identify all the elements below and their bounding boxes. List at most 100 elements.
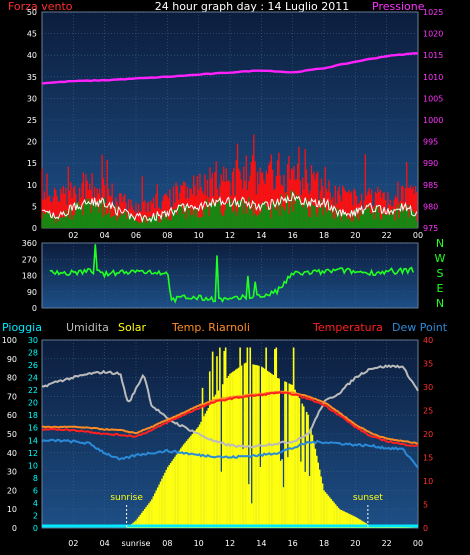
pressure-tick-label: 975 [423, 224, 438, 233]
wind-pressure-panel: 0510152025303540455097598098599099510001… [27, 8, 444, 240]
rain-tick-label: 6 [33, 486, 38, 495]
humidity-line [41, 364, 419, 449]
humidity-tick-label: 10 [7, 505, 17, 514]
wind-axis-label: Forza vento [8, 0, 73, 13]
x-tick-label: 04 [100, 539, 110, 548]
direction-tick-label: 90 [27, 288, 37, 297]
temperature-tick-label: 15 [423, 454, 433, 463]
x-tick-label: 04 [100, 231, 110, 240]
x-tick-label: 16 [288, 539, 298, 548]
rain-tick-label: 18 [28, 411, 38, 420]
pressure-tick-label: 1015 [423, 51, 443, 60]
x-tick-label: 14 [256, 231, 266, 240]
x-tick-label: 00 [413, 539, 423, 548]
wind-tick-label: 25 [27, 116, 37, 125]
humidity-tick-label: 50 [7, 430, 17, 439]
x-tick-label: 12 [225, 231, 235, 240]
pressure-axis-label: Pressione [372, 0, 425, 13]
direction-tick-label: 270 [22, 255, 37, 264]
pressure-tick-label: 1025 [423, 8, 443, 17]
rain-tick-label: 26 [28, 361, 38, 370]
pressure-tick-label: 1000 [423, 116, 443, 125]
x-tick-label: 10 [194, 539, 204, 548]
direction-tick-label: 0 [32, 304, 37, 313]
rain-tick-label: 20 [28, 399, 38, 408]
x-tick-label: 18 [319, 231, 329, 240]
wind-average-line [41, 191, 418, 224]
humidity-tick-label: 100 [2, 336, 17, 345]
x-tick-label: 10 [194, 231, 204, 240]
temperature-tick-label: 30 [423, 383, 433, 392]
rain-tick-label: 16 [28, 424, 38, 433]
humidity-tick-label: 20 [7, 486, 17, 495]
x-tick-label: 20 [350, 231, 360, 240]
legend-label: Temp. Riarnoli [171, 321, 250, 334]
legend-label: Solar [118, 321, 147, 334]
rain-tick-label: 10 [28, 461, 38, 470]
compass-letter: N [436, 237, 444, 250]
rain-tick-label: 14 [28, 436, 38, 445]
wind-tick-label: 20 [27, 138, 37, 147]
wind-direction-line [49, 244, 415, 304]
x-tick-label: 02 [68, 231, 78, 240]
direction-tick-label: 180 [22, 272, 37, 281]
x-tick-label: 12 [225, 539, 235, 548]
x-tick-label: 06 [131, 231, 141, 240]
x-tick-label: 20 [350, 539, 360, 548]
humidity-tick-label: 30 [7, 468, 17, 477]
x-tick-label: 08 [162, 231, 172, 240]
rain-tick-label: 22 [28, 386, 38, 395]
humidity-tick-label: 40 [7, 449, 17, 458]
dew-point-line [41, 438, 419, 469]
rain-tick-label: 12 [28, 449, 38, 458]
wind-tick-label: 10 [27, 181, 37, 190]
wind-tick-label: 0 [32, 224, 37, 233]
temperature-tick-label: 35 [423, 360, 433, 369]
wind-tick-label: 30 [27, 94, 37, 103]
temperature-tick-label: 0 [423, 524, 428, 533]
pressure-tick-label: 1005 [423, 94, 443, 103]
pressure-tick-label: 1010 [423, 73, 443, 82]
humidity-tick-label: 70 [7, 392, 17, 401]
humidity-tick-label: 90 [7, 355, 17, 364]
wind-tick-label: 45 [27, 30, 37, 39]
rain-tick-label: 8 [33, 474, 38, 483]
legend-label: Temperatura [312, 321, 383, 334]
wind-tick-label: 5 [32, 202, 37, 211]
wind-tick-label: 40 [27, 51, 37, 60]
direction-tick-label: 360 [22, 239, 37, 248]
solar-series [126, 347, 418, 528]
x-tick-label: 22 [382, 231, 392, 240]
compass-letter: W [435, 252, 446, 265]
pressure-tick-label: 980 [423, 202, 438, 211]
temperature-tick-label: 25 [423, 407, 433, 416]
pressure-tick-label: 1020 [423, 30, 443, 39]
rain-tick-label: 4 [33, 499, 38, 508]
pressure-tick-label: 985 [423, 181, 438, 190]
wind-tick-label: 15 [27, 159, 37, 168]
soil-temperature-line [42, 390, 419, 445]
wind-tick-label: 50 [27, 8, 37, 17]
humidity-tick-label: 60 [7, 411, 17, 420]
temperature-tick-label: 40 [423, 336, 433, 345]
x-tick-label: 14 [256, 539, 266, 548]
x-tick-label: sunrise [122, 539, 151, 548]
rain-tick-label: 0 [33, 524, 38, 533]
rain-tick-label: 30 [28, 336, 38, 345]
humidity-tick-label: 80 [7, 374, 17, 383]
rain-tick-label: 2 [33, 511, 38, 520]
legend-label: Pioggia [2, 321, 42, 334]
temperature-tick-label: 10 [423, 477, 433, 486]
legend-label: Umidita [66, 321, 109, 334]
x-tick-label: 00 [413, 231, 423, 240]
x-tick-label: 18 [319, 539, 329, 548]
chart-title: 24 hour graph day : 14 Luglio 2011 [155, 0, 350, 13]
rain-tick-label: 28 [28, 349, 38, 358]
sunset-label: sunset [353, 493, 383, 503]
pressure-tick-label: 995 [423, 138, 438, 147]
x-tick-label: 02 [68, 539, 78, 548]
temperature-tick-label: 20 [423, 430, 433, 439]
x-tick-label: 08 [162, 539, 172, 548]
legend-label: Dew Point [392, 321, 448, 334]
